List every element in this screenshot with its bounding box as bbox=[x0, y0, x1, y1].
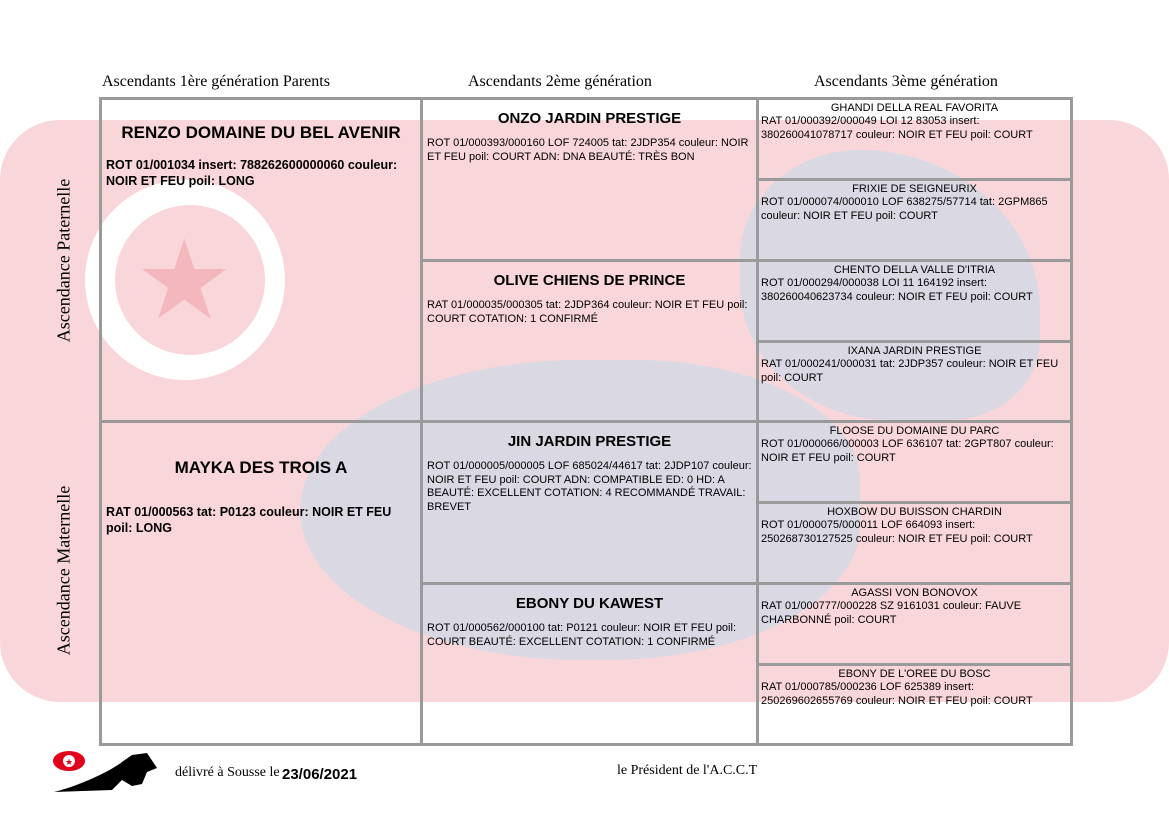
gen3-box: FRIXIE DE SEIGNEURIX ROT 01/000074/000010… bbox=[756, 178, 1073, 262]
star-watermark: ★ bbox=[135, 216, 234, 344]
gen3-box: AGASSI VON BONOVOX RAT 01/000777/000228 S… bbox=[756, 582, 1073, 666]
dog-name: EBONY DU KAWEST bbox=[515, 595, 664, 612]
gen3-box: IXANA JARDIN PRESTIGE RAT 01/000241/00003… bbox=[756, 340, 1073, 423]
dog-name: IXANA JARDIN PRESTIGE bbox=[847, 345, 982, 357]
dog-name: JIN JARDIN PRESTIGE bbox=[507, 433, 672, 450]
dog-name: OLIVE CHIENS DE PRINCE bbox=[493, 272, 686, 289]
dog-details: RAT 01/000392/000049 LOI 12 83053 insert… bbox=[761, 115, 1033, 141]
dog-name: HOXBOW DU BUISSON CHARDIN bbox=[827, 506, 1002, 518]
delivered-label: délivré à Sousse le : bbox=[175, 765, 287, 780]
dog-details: RAT 01/000785/000236 LOF 625389 insert: … bbox=[761, 681, 1033, 707]
crescent-watermark bbox=[115, 205, 265, 355]
gen2-box: OLIVE CHIENS DE PRINCE RAT 01/000035/000… bbox=[420, 259, 759, 423]
gen3-box: HOXBOW DU BUISSON CHARDIN ROT 01/000075/0… bbox=[756, 501, 1073, 585]
dog-details: ROT 01/000393/000160 LOF 724005 tat: 2JD… bbox=[427, 137, 749, 163]
delivery-date: 23/06/2021 bbox=[282, 766, 358, 783]
gen2-box: ONZO JARDIN PRESTIGE ROT 01/000393/00016… bbox=[420, 97, 759, 262]
dog-details: RAT 01/000563 tat: P0123 couleur: NOIR E… bbox=[106, 505, 392, 535]
svg-text:★: ★ bbox=[65, 757, 73, 767]
dog-name: FRIXIE DE SEIGNEURIX bbox=[852, 183, 977, 195]
gen3-box: CHENTO DELLA VALLE D'ITRIA ROT 01/000294/… bbox=[756, 259, 1073, 343]
dog-name: EBONY DE L'OREE DU BOSC bbox=[838, 668, 991, 680]
gen2-box: EBONY DU KAWEST ROT 01/000562/000100 tat… bbox=[420, 582, 759, 746]
label-paternal: Ascendance Paternelle bbox=[53, 178, 74, 343]
dog-details: ROT 01/000075/000011 LOF 664093 insert: … bbox=[761, 519, 1033, 545]
label-maternal: Ascendance Maternelle bbox=[53, 485, 74, 656]
dog-details: ROT 01/000562/000100 tat: P0121 couleur:… bbox=[427, 622, 736, 648]
gen3-box: FLOOSE DU DOMAINE DU PARC ROT 01/000066/0… bbox=[756, 420, 1073, 504]
dog-name: RENZO DOMAINE DU BEL AVENIR bbox=[121, 123, 401, 142]
dog-name: ONZO JARDIN PRESTIGE bbox=[497, 110, 682, 127]
header-gen3: Ascendants 3ème génération bbox=[814, 73, 998, 90]
gen2-box: JIN JARDIN PRESTIGE ROT 01/000005/000005… bbox=[420, 420, 759, 585]
dog-details: ROT 01/000005/000005 LOF 685024/44617 ta… bbox=[427, 460, 752, 513]
gen3-box: EBONY DE L'OREE DU BOSC RAT 01/000785/000… bbox=[756, 663, 1073, 746]
dog-details: RAT 01/000241/000031 tat: 2JDP357 couleu… bbox=[761, 358, 1059, 384]
dog-details: ROT 01/001034 insert: 788262600000060 co… bbox=[106, 158, 398, 188]
header-gen2: Ascendants 2ème génération bbox=[468, 73, 652, 90]
dog-details: RAT 01/000035/000305 tat: 2JDP364 couleu… bbox=[427, 299, 748, 325]
dog-name: MAYKA DES TROIS A bbox=[174, 458, 348, 477]
dog-details: ROT 01/000074/000010 LOF 638275/57714 ta… bbox=[761, 196, 1048, 222]
president-label: le Président de l'A.C.C.T bbox=[617, 763, 758, 778]
sire-box: RENZO DOMAINE DU BEL AVENIR ROT 01/00103… bbox=[99, 97, 423, 423]
dog-name: GHANDI DELLA REAL FAVORITA bbox=[830, 102, 999, 114]
dam-box: MAYKA DES TROIS A RAT 01/000563 tat: P01… bbox=[99, 420, 423, 746]
header-gen1: Ascendants 1ère génération Parents bbox=[102, 73, 330, 90]
dog-details: ROT 01/000294/000038 LOI 11 164192 inser… bbox=[761, 277, 1033, 303]
dog-details: RAT 01/000777/000228 SZ 9161031 couleur:… bbox=[761, 600, 1022, 626]
dog-name: FLOOSE DU DOMAINE DU PARC bbox=[829, 425, 1000, 437]
dog-details: ROT 01/000066/000003 LOF 636107 tat: 2GP… bbox=[761, 438, 1054, 464]
dog-name: CHENTO DELLA VALLE D'ITRIA bbox=[833, 264, 996, 276]
acct-logo: ★ bbox=[52, 750, 162, 795]
gen3-box: GHANDI DELLA REAL FAVORITA RAT 01/000392/… bbox=[756, 97, 1073, 181]
dog-watermark bbox=[300, 360, 860, 660]
dog-name: AGASSI VON BONOVOX bbox=[851, 587, 978, 599]
